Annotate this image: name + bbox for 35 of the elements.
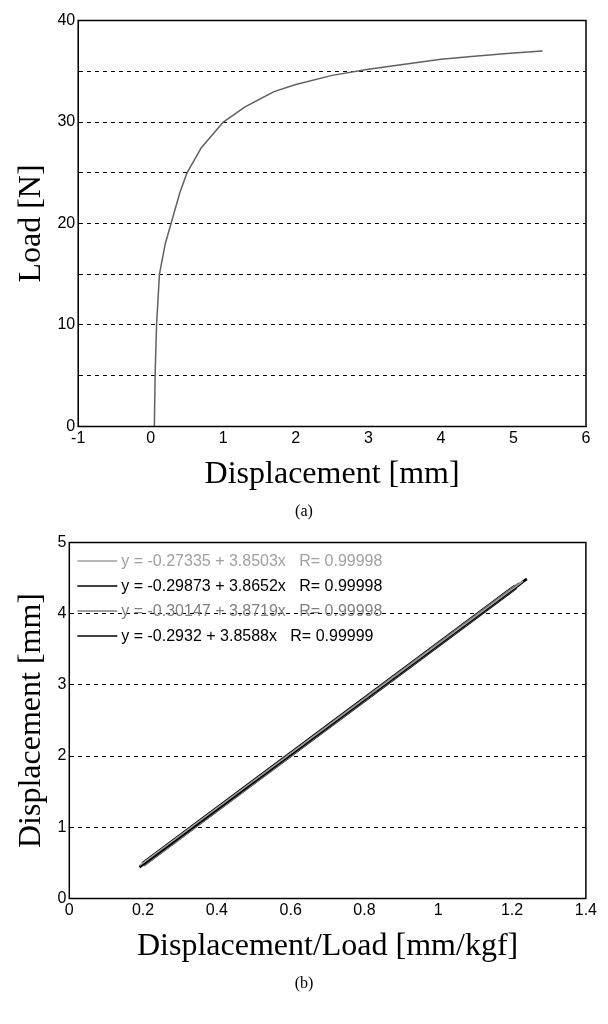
x-tick-label: 0.6 <box>279 901 302 919</box>
y-tick-label: 1 <box>57 817 67 835</box>
text: (a) <box>294 502 314 520</box>
x-tick-label: 4 <box>436 429 446 447</box>
x-tick-label: 2 <box>291 429 301 447</box>
legend-label: y = -0.27335 + 3.8503x R= 0.99998 <box>121 551 383 569</box>
y-tick-label: 0 <box>57 888 67 906</box>
x-tick-label: 1 <box>433 901 443 919</box>
x-tick-label: 0.2 <box>131 901 155 919</box>
y-axis-title: Displacement [mm] <box>10 592 47 849</box>
x-tick-label: 5 <box>509 429 518 447</box>
legend-label: y = -0.30147 + 3.8719x R= 0.99998 <box>121 601 383 619</box>
x-axis-title: Displacement [mm] <box>204 454 460 491</box>
y-tick-label: 2 <box>57 746 67 764</box>
x-tick-label: 1 <box>218 429 228 447</box>
x-tick-label: 1.4 <box>574 901 598 919</box>
legend-label: y = -0.2932 + 3.8588x R= 0.99999 <box>121 626 374 644</box>
x-tick-label: 3 <box>363 429 373 447</box>
x-tick-label: 6 <box>581 429 591 447</box>
y-tick-label: 0 <box>66 416 76 434</box>
y-tick-label: 40 <box>57 11 76 29</box>
y-tick-label: 20 <box>57 213 76 231</box>
y-tick-label: 5 <box>57 533 67 551</box>
x-tick-label: 0.4 <box>205 901 229 919</box>
x-tick-label: 0.8 <box>353 901 376 919</box>
y-tick-label: 30 <box>57 112 76 130</box>
y-tick-label: 3 <box>57 675 67 693</box>
x-axis-title: Displacement/Load [mm/kgf] <box>136 926 519 963</box>
x-tick-label: 0 <box>146 429 156 447</box>
text: (b) <box>293 974 315 992</box>
y-axis-title: Load [N] <box>10 164 47 283</box>
y-tick-label: 10 <box>57 315 76 333</box>
x-tick-label: 1.2 <box>500 901 524 919</box>
y-tick-label: 4 <box>57 604 67 622</box>
legend-label: y = -0.29873 + 3.8652x R= 0.99998 <box>121 576 383 594</box>
